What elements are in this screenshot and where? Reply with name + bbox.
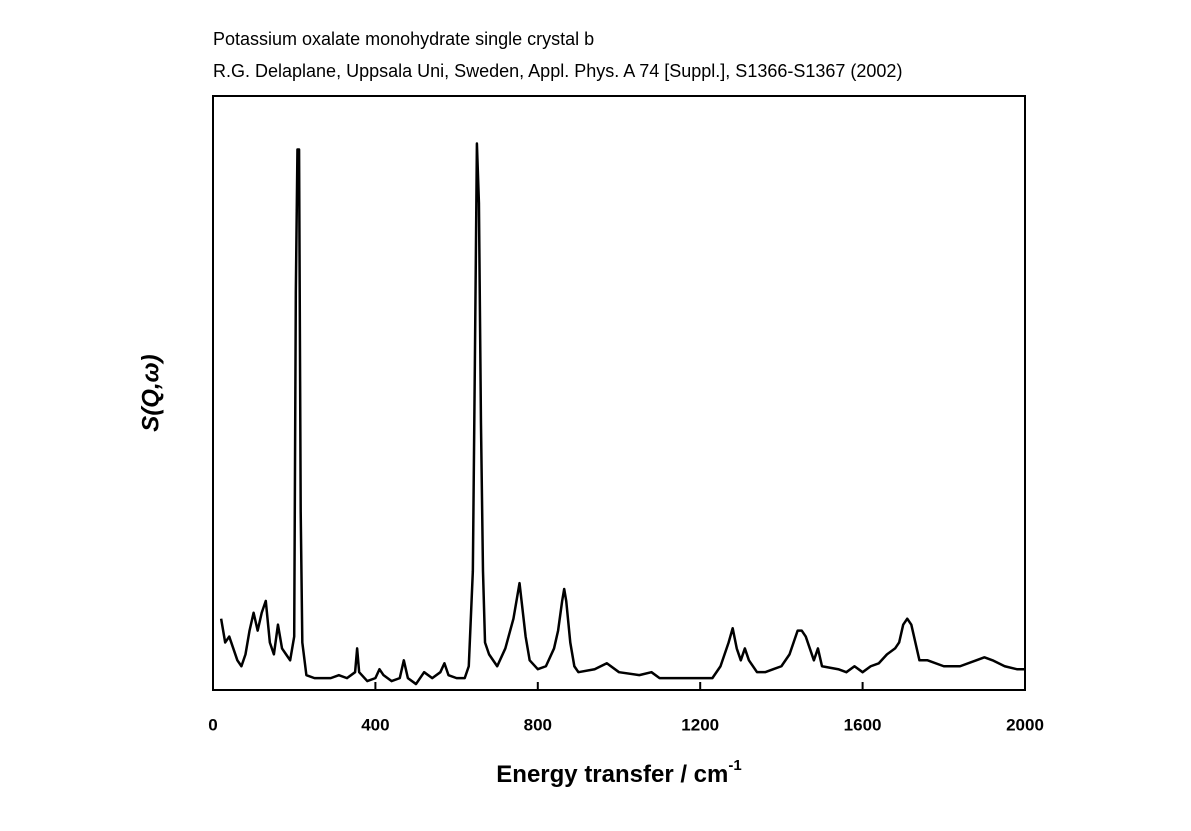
y-axis-label: S(Q,ω): [137, 354, 164, 431]
spectrum-line: [219, 142, 1025, 686]
x-tick-label: 2000: [1006, 715, 1044, 734]
plot-frame: [212, 95, 1026, 691]
chart-subtitle: R.G. Delaplane, Uppsala Uni, Sweden, App…: [213, 61, 902, 81]
x-tick-label: 1200: [681, 715, 719, 734]
x-tick-label: 1600: [844, 715, 882, 734]
x-axis-label-sup: -1: [728, 757, 741, 774]
x-tick-label: 400: [361, 715, 389, 734]
x-axis-label: Energy transfer / cm-1: [496, 757, 741, 788]
x-tick-label: 800: [524, 715, 552, 734]
x-tick-label: 0: [208, 715, 217, 734]
x-axis-label-main: Energy transfer / cm: [496, 761, 728, 788]
chart-title: Potassium oxalate monohydrate single cry…: [213, 29, 594, 49]
